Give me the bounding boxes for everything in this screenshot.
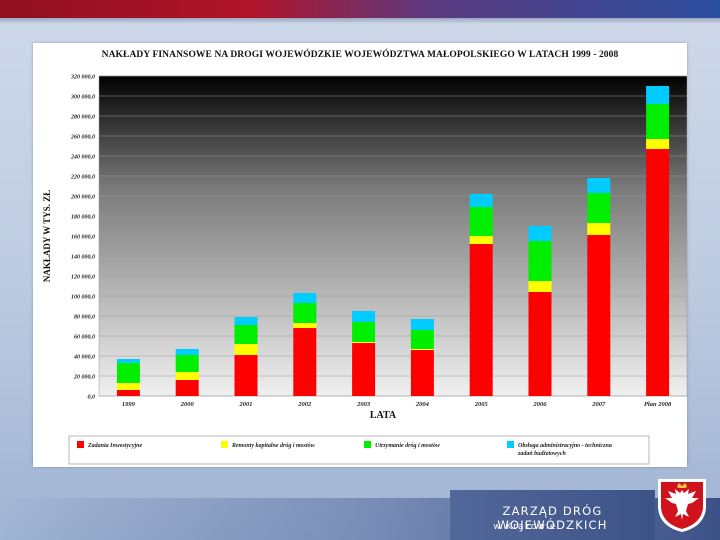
malopolska-eagle-crest-icon (658, 479, 706, 532)
x-axis-label: LATA (370, 410, 397, 421)
bar-segment-1 (175, 380, 199, 396)
org-city: w Krakowie (493, 522, 557, 532)
x-tick-label: 2003 (356, 401, 371, 408)
y-tick-label: 60 000,0 (74, 335, 95, 341)
y-tick-label: 40 000,0 (73, 355, 95, 361)
y-tick-label: 20 000,0 (73, 375, 95, 381)
bar-segment-4 (469, 194, 493, 207)
y-tick-label: 240 000,0 (70, 155, 95, 161)
bar-segment-2 (175, 372, 199, 380)
bar-segment-1 (352, 343, 376, 396)
y-tick-label: 280 000,0 (70, 115, 95, 121)
bar-segment-3 (587, 193, 611, 223)
bar-segment-4 (587, 178, 611, 193)
x-tick-label: 2002 (297, 401, 312, 408)
y-tick-label: 320 000,0 (70, 75, 95, 81)
y-tick-label: 180 000,0 (71, 215, 95, 221)
x-tick-label: Plan 2008 (644, 401, 672, 408)
bar-segment-2 (469, 236, 493, 244)
chart-title: NAKŁADY FINANSOWE NA DROGI WOJEWÓDZKIE W… (101, 50, 619, 60)
bar-segment-4 (175, 349, 199, 355)
bar-segment-3 (528, 241, 552, 281)
legend-label: zadań budżetowych (517, 451, 567, 457)
y-tick-label: 140 000,0 (71, 255, 95, 261)
y-tick-label: 300 000,0 (70, 95, 95, 101)
org-name: ZARZĄD DRÓG WOJEWÓDZKICH (497, 504, 608, 532)
bar-segment-2 (410, 349, 434, 350)
legend-swatch (364, 441, 371, 448)
y-tick-label: 80 000,0 (74, 315, 95, 321)
x-tick-label: 2000 (180, 401, 195, 408)
bar-segment-1 (469, 244, 493, 396)
y-axis-label: NAKŁADY W TYS. ZŁ (42, 190, 52, 282)
bar-segment-3 (646, 104, 670, 139)
x-tick-label: 1999 (122, 401, 136, 408)
legend-swatch (507, 441, 514, 448)
y-tick-label: 0,0 (88, 395, 96, 401)
bar-segment-3 (352, 322, 376, 342)
bar-segment-3 (410, 330, 434, 349)
footer-panel (450, 490, 655, 540)
y-tick-label: 260 000,0 (70, 135, 95, 141)
legend-label: Remonty kapitalne dróg i mostów (231, 443, 316, 449)
y-tick-label: 100 000,0 (71, 295, 95, 301)
x-tick-label: 2005 (474, 401, 489, 408)
bar-segment-1 (234, 355, 258, 396)
stacked-bar-chart: 0,0 20 000,0 40 000,0 60 000,0 80 000,0 100 0… (42, 75, 687, 465)
bar-segment-4 (410, 319, 434, 330)
x-tick-label: 2004 (415, 401, 430, 408)
bar-segment-3 (293, 303, 317, 323)
bar-segment-1 (116, 390, 140, 396)
bar-segment-4 (646, 86, 670, 104)
top-accent-bar (0, 0, 720, 18)
bar-segment-3 (234, 325, 258, 344)
x-tick-label: 2001 (239, 401, 253, 408)
bar-segment-3 (175, 355, 199, 372)
x-tick-label: 2007 (591, 401, 606, 408)
top-accent-shadow (0, 18, 720, 24)
bar-segment-1 (587, 235, 611, 396)
legend-swatch (221, 441, 228, 448)
y-tick-label: 200 000,0 (70, 195, 95, 201)
bar-segment-4 (528, 226, 552, 241)
bar-segment-4 (234, 317, 258, 325)
bar-segment-2 (587, 223, 611, 235)
bar-segment-2 (528, 281, 552, 292)
legend-swatch (77, 441, 84, 448)
x-tick-label: 2006 (533, 401, 548, 408)
bar-segment-1 (410, 350, 434, 396)
bar-segment-2 (293, 323, 317, 328)
legend-label: Obsługa administracyjno - techniczna (518, 443, 612, 449)
y-tick-label: 160 000,0 (71, 235, 95, 241)
y-tick-label: 120 000,0 (71, 275, 95, 281)
y-tick-label: 220 000,0 (70, 175, 95, 181)
bar-segment-1 (293, 328, 317, 396)
legend-box (68, 435, 650, 465)
bar-segment-2 (646, 139, 670, 149)
bar-segment-4 (116, 359, 140, 363)
bar-segment-3 (469, 207, 493, 236)
bar-segment-1 (528, 292, 552, 396)
bar-segment-2 (116, 383, 140, 390)
bar-segment-3 (116, 363, 140, 383)
bar-segment-4 (352, 311, 376, 322)
bar-segment-2 (352, 342, 376, 343)
bar-segment-1 (646, 149, 670, 396)
legend-label: Utrzymanie dróg i mostów (375, 443, 441, 449)
bar-segment-4 (293, 293, 317, 303)
bar-segment-2 (234, 344, 258, 355)
legend-label: Zadania Inwestycyjne (87, 443, 143, 449)
